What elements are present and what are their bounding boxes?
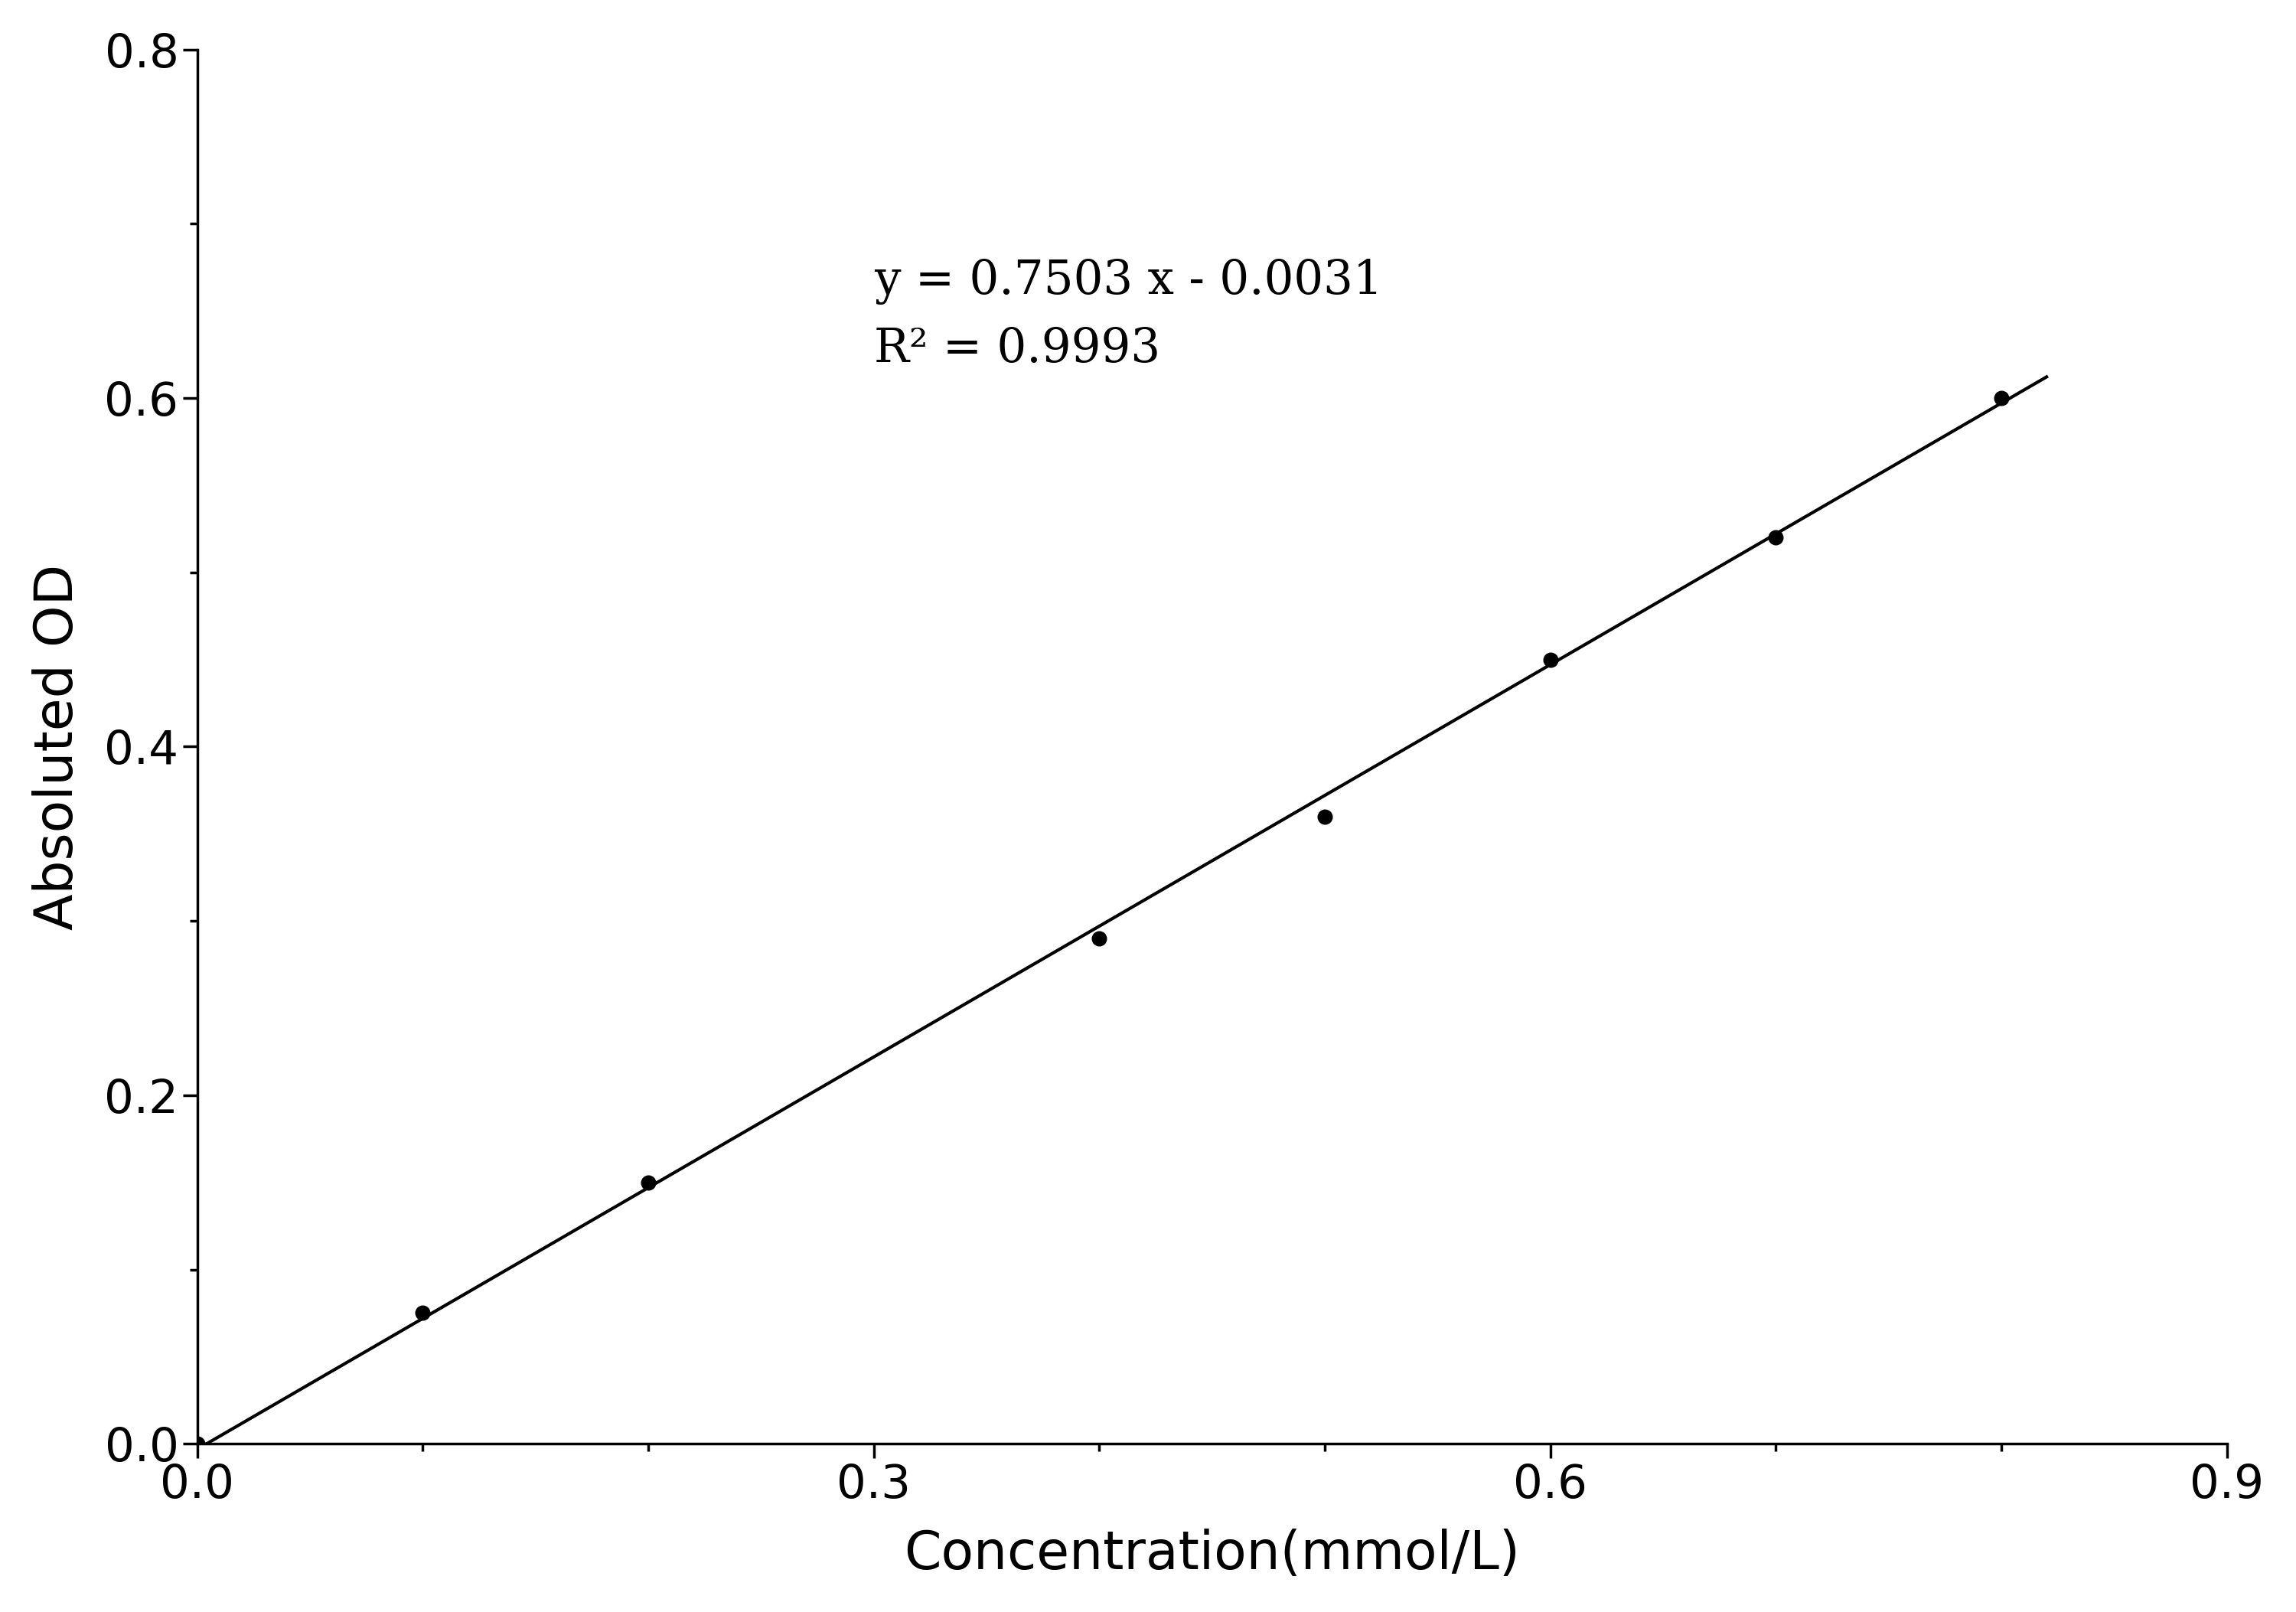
Point (1306, 803, 1343, 829)
Text: y = 0.7503 x - 0.0031
R² = 0.9993: y = 0.7503 x - 0.0031 R² = 0.9993 (875, 258, 1382, 372)
Y-axis label: Absoluted OD: Absoluted OD (32, 564, 83, 930)
Point (629, 1169, 666, 1194)
Point (1531, 646, 1568, 672)
X-axis label: Concentration(mmol/L): Concentration(mmol/L) (905, 1528, 1520, 1580)
Point (1984, 385, 2020, 411)
Point (1081, 925, 1118, 951)
Point (1756, 524, 1793, 550)
Point (179, 1431, 216, 1457)
Point (404, 1301, 441, 1327)
